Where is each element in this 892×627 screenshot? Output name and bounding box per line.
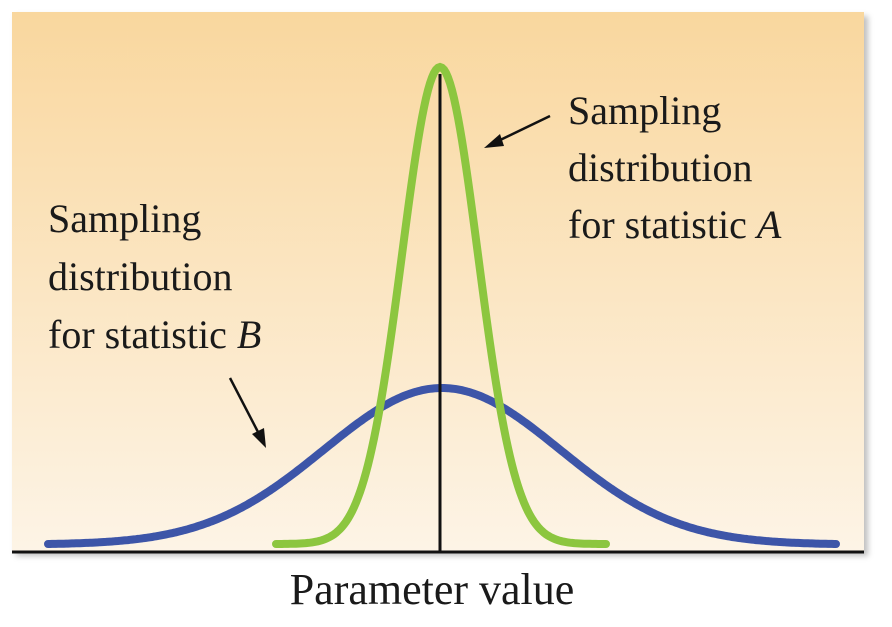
label-statistic-b: Sampling distribution for statistic B <box>48 196 261 357</box>
label-b-line-1: Sampling <box>48 196 201 241</box>
label-a-line-2: distribution <box>568 145 752 190</box>
plot-background <box>12 12 864 552</box>
arrow-to-statistic-b <box>228 377 266 448</box>
label-a-letter: A <box>754 202 782 247</box>
curve-statistic-b <box>44 384 840 548</box>
curve-statistic-a <box>272 62 610 548</box>
label-b-line-2: distribution <box>48 254 232 299</box>
x-axis-label: Parameter value <box>290 565 575 614</box>
arrow-to-statistic-a <box>484 114 551 148</box>
label-a-line-1: Sampling <box>568 88 721 133</box>
label-statistic-a: Sampling distribution for statistic A <box>568 88 782 247</box>
label-b-letter: B <box>237 312 261 357</box>
label-b-line-3: for statistic B <box>48 312 261 357</box>
label-a-line-3: for statistic A <box>568 202 782 247</box>
